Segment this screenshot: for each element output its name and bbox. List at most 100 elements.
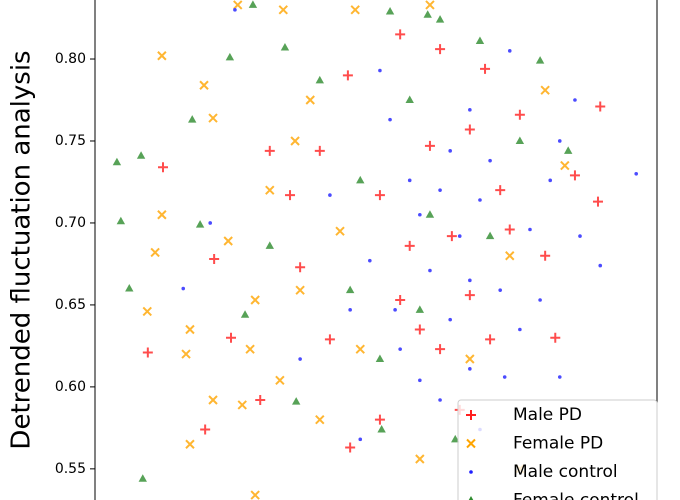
data-point — [557, 375, 562, 379]
data-point — [142, 347, 153, 358]
data-point — [478, 198, 482, 202]
data-point — [480, 63, 491, 74]
data-point — [448, 317, 452, 322]
data-point — [233, 0, 243, 10]
y-tick-label: 0.75 — [55, 133, 86, 149]
data-point — [295, 285, 305, 295]
data-point — [435, 44, 446, 55]
legend-box — [457, 399, 658, 500]
data-point — [208, 113, 218, 123]
y-axis-label: Detrended fluctuation analysis — [7, 50, 37, 449]
data-point — [598, 263, 603, 268]
data-point — [188, 115, 197, 123]
data-point — [195, 220, 205, 228]
legend-marker — [466, 410, 476, 420]
data-point — [464, 290, 475, 301]
data-point — [595, 101, 606, 112]
data-point — [223, 236, 233, 246]
data-point — [569, 170, 580, 181]
data-point — [407, 178, 412, 183]
data-point — [324, 334, 335, 345]
data-point — [265, 185, 275, 195]
data-point — [634, 171, 639, 176]
legend-label: Female PD — [513, 434, 603, 454]
data-point — [280, 43, 290, 51]
data-point — [446, 231, 457, 242]
plot-area — [112, 0, 639, 500]
data-point — [199, 80, 209, 90]
data-point — [485, 231, 495, 240]
data-point — [374, 190, 385, 201]
data-point — [315, 414, 325, 425]
data-point — [451, 434, 460, 443]
data-point — [136, 151, 146, 159]
data-point — [208, 395, 218, 405]
data-point — [502, 375, 507, 379]
data-point — [573, 98, 577, 102]
data-point — [125, 284, 134, 292]
legend-marker — [468, 496, 474, 500]
legend-label: Male control — [513, 462, 618, 482]
data-point — [418, 212, 422, 217]
data-point — [465, 354, 475, 364]
legend-marker — [469, 470, 473, 474]
data-point — [548, 178, 553, 183]
data-point — [448, 149, 452, 153]
data-point — [248, 0, 258, 8]
data-point — [328, 193, 332, 197]
data-point — [515, 136, 525, 144]
data-point — [377, 425, 386, 433]
data-point — [498, 288, 503, 292]
data-point — [564, 146, 573, 154]
data-point — [468, 367, 472, 371]
data-point — [415, 305, 425, 313]
data-point — [345, 285, 355, 294]
data-point — [342, 70, 353, 81]
data-point — [240, 310, 250, 318]
legend-marker — [466, 438, 476, 449]
data-point — [428, 268, 432, 273]
data-point — [528, 227, 532, 232]
data-point — [535, 56, 545, 64]
data-point — [464, 124, 475, 135]
data-point — [495, 185, 506, 196]
data-point — [295, 262, 306, 273]
data-point — [435, 344, 446, 355]
data-point — [435, 15, 445, 23]
data-point — [418, 378, 422, 383]
data-point — [395, 295, 406, 305]
data-point — [185, 439, 195, 449]
data-point — [468, 108, 472, 112]
data-point — [398, 347, 402, 351]
data-point — [275, 375, 285, 386]
y-tick-label: 0.55 — [55, 461, 86, 477]
data-point — [488, 158, 492, 163]
data-point — [368, 258, 372, 263]
data-point — [250, 295, 260, 305]
data-point — [157, 210, 167, 220]
data-point — [255, 395, 266, 405]
data-point — [395, 29, 406, 40]
data-point — [540, 85, 550, 95]
data-point — [385, 6, 395, 15]
data-point — [233, 8, 237, 12]
data-point — [550, 332, 561, 343]
data-point — [457, 234, 462, 238]
data-point — [415, 454, 425, 464]
data-point — [592, 196, 603, 207]
data-point — [245, 344, 255, 354]
data-point — [157, 51, 167, 61]
data-point — [291, 397, 301, 405]
data-point — [375, 354, 385, 363]
data-point — [505, 251, 515, 261]
data-point — [414, 324, 425, 335]
y-tick-label: 0.80 — [55, 51, 86, 67]
data-point — [468, 278, 472, 283]
data-point — [485, 334, 496, 345]
data-point — [314, 145, 325, 156]
data-point — [404, 240, 415, 251]
data-point — [112, 157, 122, 166]
data-point — [116, 216, 126, 225]
data-point — [226, 332, 237, 343]
